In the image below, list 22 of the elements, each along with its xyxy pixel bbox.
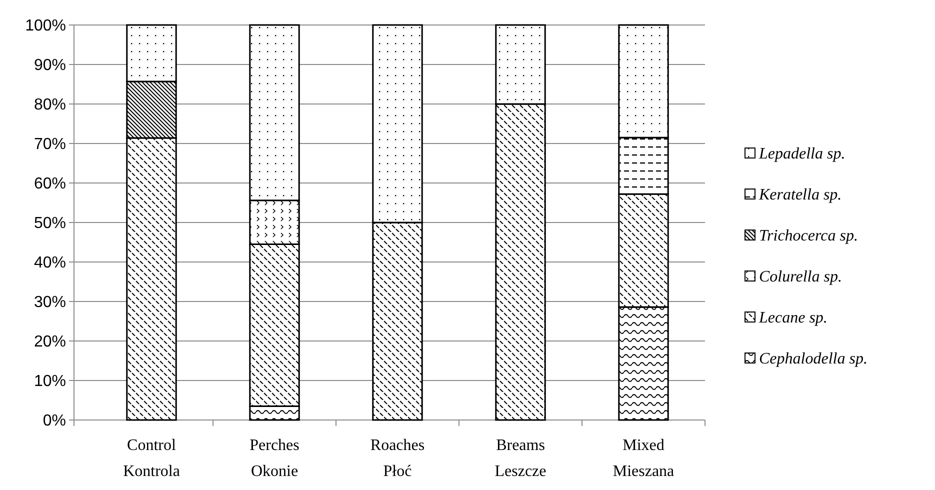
y-tick-label: 70% xyxy=(34,136,66,154)
legend-label: Colurella sp. xyxy=(759,268,842,286)
x-tick-label: Roaches Płoć xyxy=(370,437,425,480)
y-tick-label: 0% xyxy=(42,412,66,430)
y-tick-label: 30% xyxy=(34,294,66,312)
legend-label: Trichocerca sp. xyxy=(759,228,858,245)
y-tick-label: 100% xyxy=(25,18,66,35)
x-tick-label: Control Kontrola xyxy=(123,437,180,480)
legend-label: Keratella sp. xyxy=(758,186,842,204)
legend-label: Lecane sp. xyxy=(758,310,828,327)
y-tick-label: 40% xyxy=(34,254,66,272)
y-tick-label: 20% xyxy=(34,334,66,351)
legend-label: Cephalodella sp. xyxy=(759,350,868,368)
x-tick-label: Mixed Mieszana xyxy=(612,437,674,480)
y-tick-label: 10% xyxy=(34,373,66,390)
x-tick-label: Breams Leszcze xyxy=(494,437,546,480)
y-tick-label: 80% xyxy=(34,96,66,114)
y-tick-label: 90% xyxy=(34,57,66,74)
legend-label: Lepadella sp. xyxy=(758,146,846,163)
y-tick-label: 60% xyxy=(34,176,66,193)
y-tick-label: 50% xyxy=(34,215,66,232)
x-tick-label: Perches Okonie xyxy=(250,437,300,480)
